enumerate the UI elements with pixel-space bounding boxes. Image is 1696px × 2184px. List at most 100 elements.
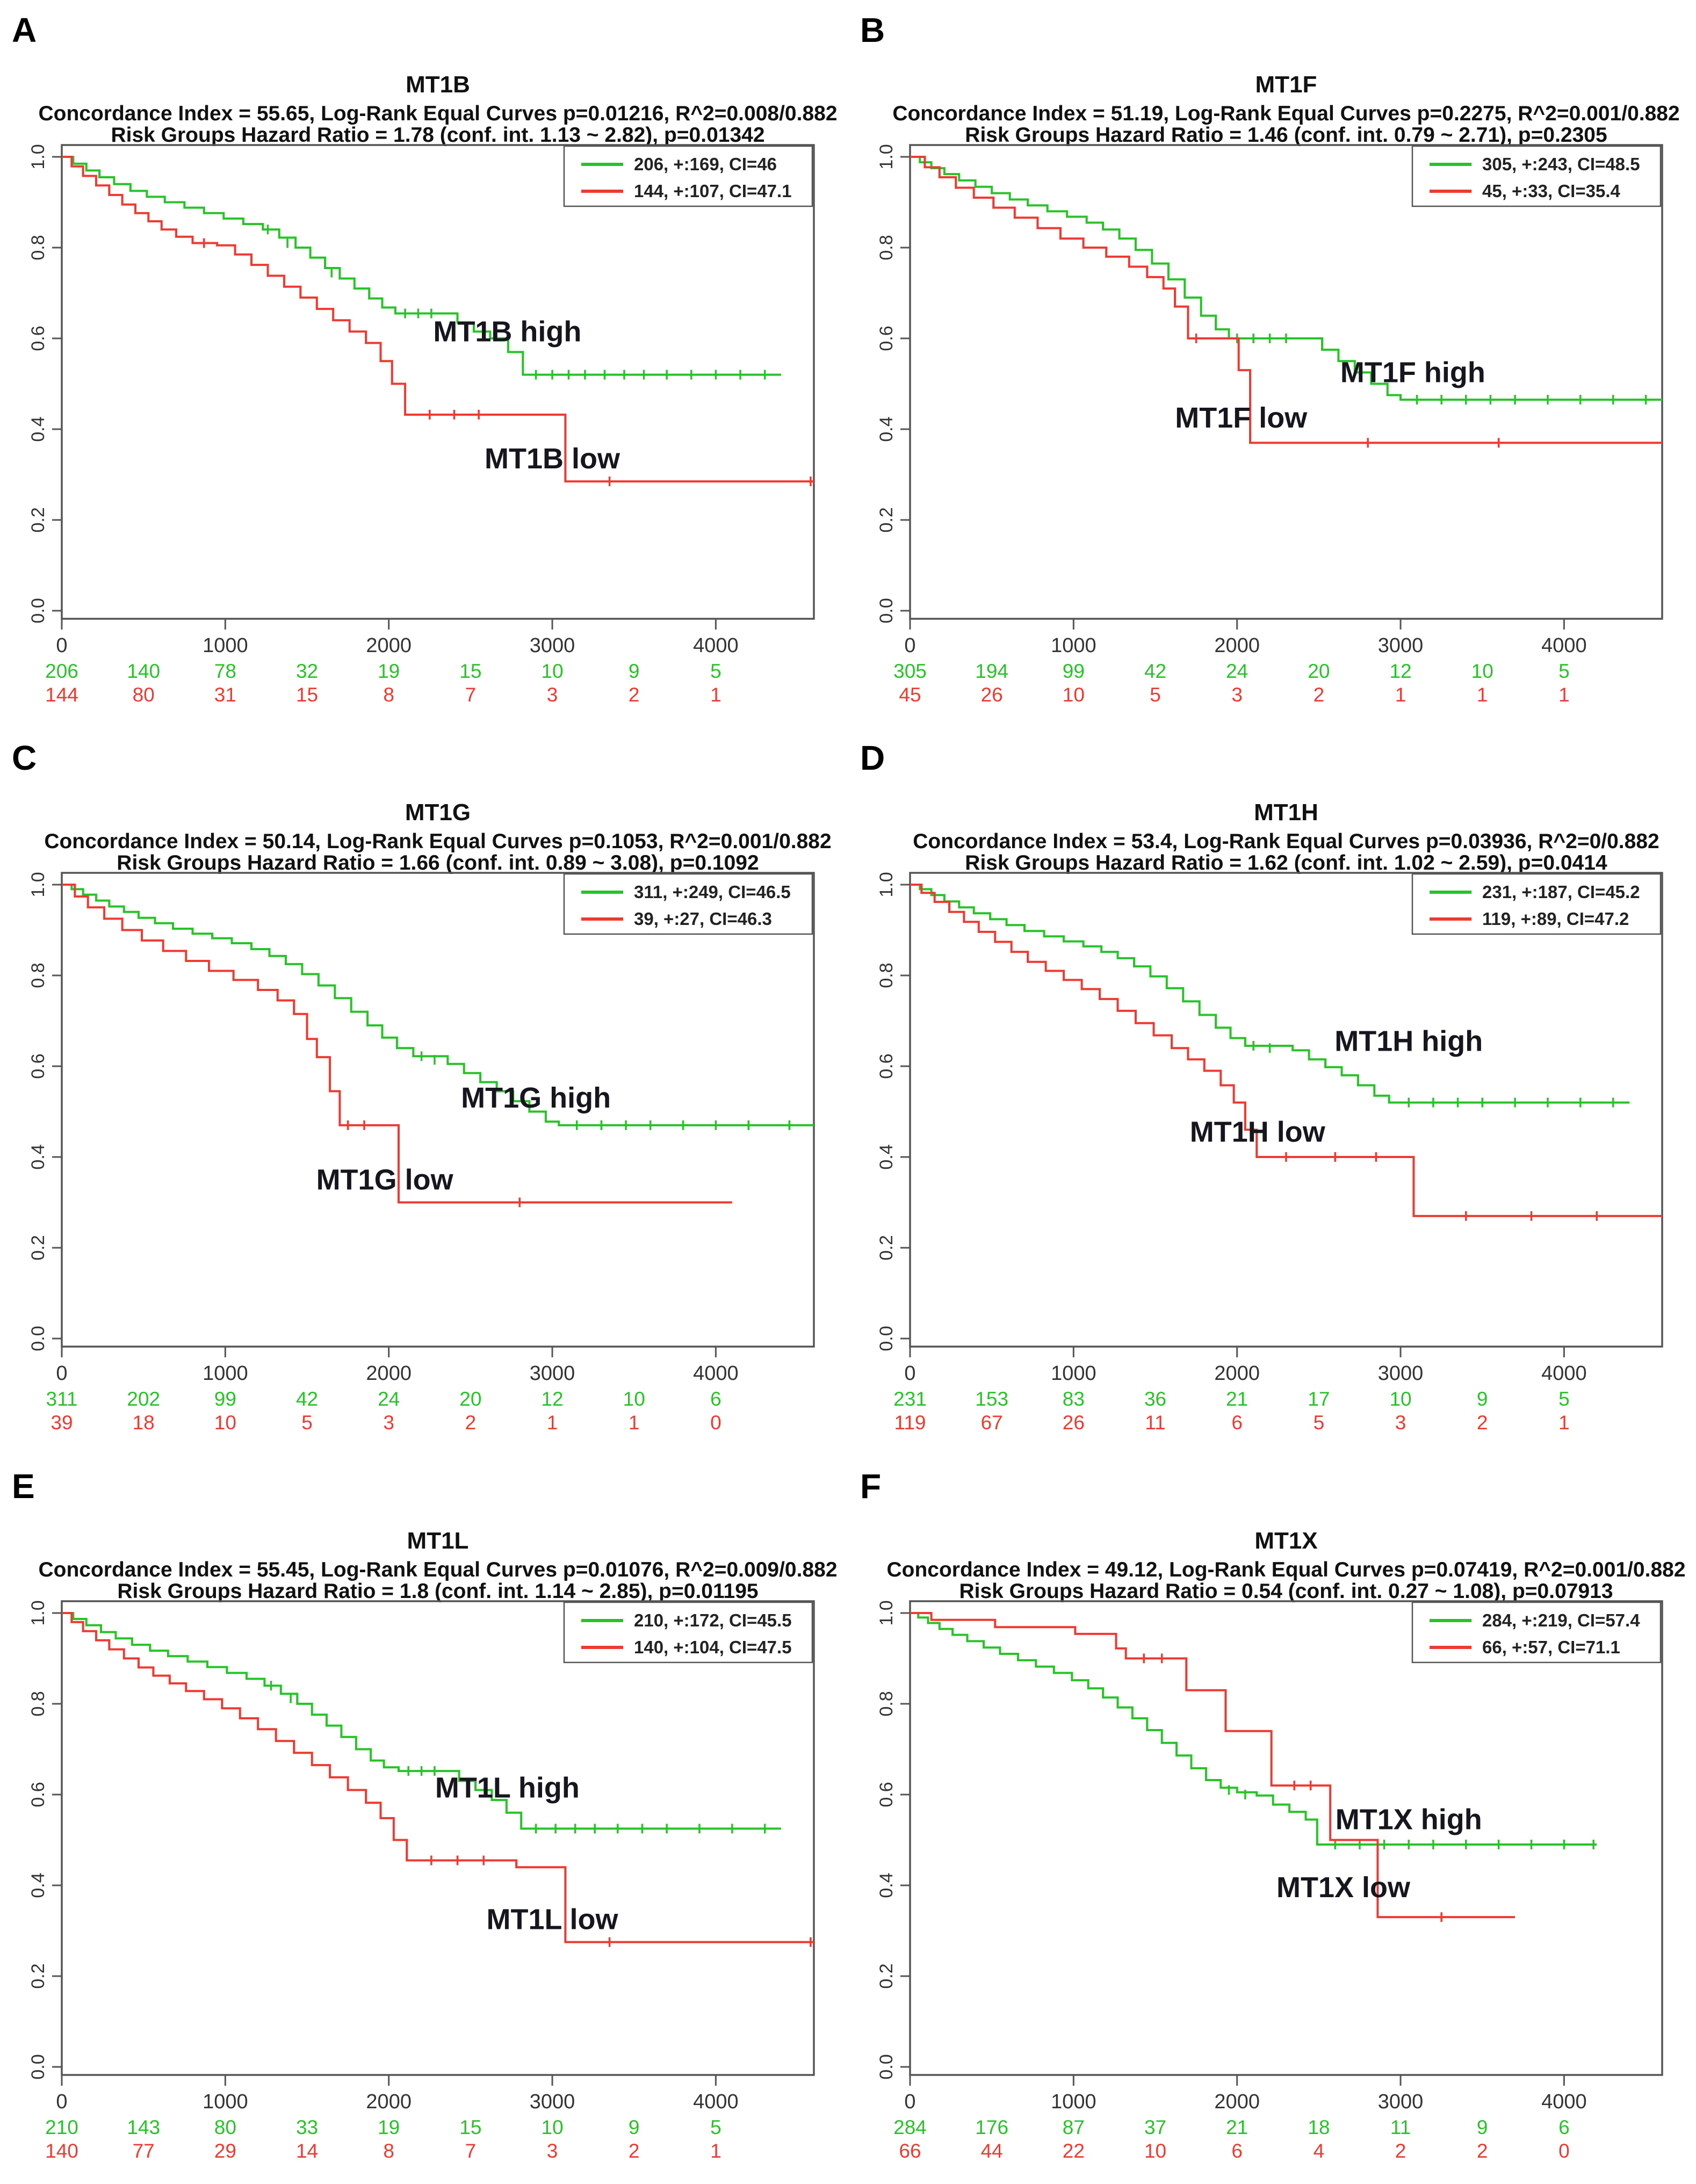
risk-count-low: 31 — [214, 684, 236, 706]
y-tick-label: 0.2 — [28, 1235, 48, 1260]
legend-label: 210, +:172, CI=45.5 — [634, 1610, 792, 1630]
risk-count-low: 10 — [214, 1412, 236, 1434]
risk-count-high: 19 — [378, 2116, 400, 2138]
risk-count-high: 21 — [1226, 2116, 1248, 2138]
risk-count-high: 78 — [214, 660, 236, 682]
risk-count-low: 2 — [629, 2140, 640, 2162]
risk-count-high: 20 — [1308, 660, 1330, 682]
x-tick-label: 3000 — [1378, 2091, 1424, 2113]
risk-count-high: 80 — [214, 2116, 236, 2138]
panel-D: D MT1H Concordance Index = 53.4, Log-Rank … — [848, 728, 1696, 1456]
plot-box — [61, 872, 815, 1348]
risk-count-high: 10 — [623, 1388, 645, 1410]
x-tick-label: 3000 — [530, 634, 575, 657]
risk-count-low: 29 — [214, 2140, 236, 2162]
risk-count-low: 1 — [1477, 684, 1488, 706]
risk-count-high: 12 — [1389, 660, 1411, 682]
risk-count-high: 206 — [45, 660, 78, 682]
legend-label: 140, +:104, CI=47.5 — [634, 1637, 792, 1657]
y-tick-label: 0.0 — [28, 2054, 48, 2079]
legend-box — [563, 145, 813, 207]
risk-count-high: 9 — [1477, 1388, 1488, 1410]
risk-count-high: 24 — [378, 1388, 400, 1410]
risk-count-high: 10 — [1471, 660, 1493, 682]
km-plot-A: A MT1B Concordance Index = 55.65, Log-Rank… — [12, 11, 838, 706]
risk-count-high: 9 — [629, 2116, 640, 2138]
risk-count-low: 1 — [1558, 1412, 1570, 1434]
panel-B: B MT1F Concordance Index = 51.19, Log-Rank… — [848, 0, 1696, 728]
x-tick-label: 2000 — [1214, 634, 1260, 657]
risk-count-low: 1 — [710, 684, 721, 706]
risk-count-high: 99 — [214, 1388, 236, 1410]
risk-count-low: 4 — [1314, 2140, 1325, 2162]
risk-count-high: 36 — [1144, 1388, 1166, 1410]
km-curve-high — [62, 156, 782, 376]
risk-count-low: 10 — [1144, 2140, 1166, 2162]
risk-count-low: 18 — [133, 1412, 155, 1434]
risk-count-high: 284 — [893, 2116, 927, 2138]
panel-title: MT1B — [406, 71, 470, 98]
risk-count-low: 80 — [133, 684, 155, 706]
x-tick-label: 2000 — [366, 634, 412, 657]
risk-count-high: 231 — [893, 1388, 927, 1410]
risk-count-low: 144 — [45, 684, 78, 706]
risk-count-high: 305 — [893, 660, 927, 682]
legend-box — [563, 1601, 813, 1664]
panel-letter: E — [12, 1467, 35, 1506]
y-tick-label: 0.0 — [876, 598, 897, 623]
risk-count-low: 0 — [710, 1412, 721, 1434]
risk-count-high: 311 — [46, 1388, 78, 1410]
risk-count-high: 42 — [296, 1388, 318, 1410]
x-tick-label: 3000 — [530, 2091, 575, 2113]
risk-count-low: 6 — [1231, 2140, 1243, 2162]
curve-label-low: MT1G low — [316, 1163, 454, 1196]
curve-label-low: MT1B low — [485, 443, 620, 475]
risk-count-low: 2 — [1477, 2140, 1488, 2162]
x-tick-label: 1000 — [1051, 1362, 1096, 1385]
legend-box — [1411, 873, 1662, 935]
risk-count-high: 20 — [459, 1388, 481, 1410]
risk-count-low: 66 — [899, 2140, 921, 2162]
risk-count-high: 176 — [975, 2116, 1008, 2138]
legend-label: 206, +:169, CI=46 — [634, 154, 777, 174]
risk-count-high: 24 — [1226, 660, 1248, 682]
legend-label: 305, +:243, CI=48.5 — [1482, 154, 1640, 174]
y-tick-label: 0.0 — [876, 2054, 897, 2079]
risk-count-low: 140 — [45, 2140, 78, 2162]
y-tick-label: 0.4 — [876, 1144, 897, 1169]
km-curve-high — [910, 1612, 1597, 1846]
legend-box — [1411, 1601, 1662, 1664]
risk-count-low: 3 — [547, 684, 558, 706]
y-tick-label: 0.2 — [876, 507, 897, 532]
stats-line-1: Concordance Index = 53.4, Log-Rank Equal… — [913, 830, 1659, 853]
risk-count-low: 26 — [981, 684, 1003, 706]
curve-label-low: MT1H low — [1190, 1116, 1326, 1148]
risk-count-low: 5 — [1150, 684, 1161, 706]
risk-count-low: 2 — [465, 1412, 477, 1434]
risk-count-high: 5 — [710, 2116, 721, 2138]
risk-count-high: 194 — [975, 660, 1008, 682]
risk-count-high: 18 — [1308, 2116, 1330, 2138]
y-tick-label: 0.4 — [28, 416, 48, 442]
risk-count-low: 11 — [1145, 1412, 1165, 1434]
x-tick-label: 0 — [56, 634, 67, 657]
risk-count-low: 2 — [1395, 2140, 1406, 2162]
y-tick-label: 1.0 — [28, 144, 48, 169]
risk-count-low: 2 — [629, 684, 640, 706]
risk-count-low: 8 — [383, 2140, 394, 2162]
plot-box — [909, 1600, 1663, 2076]
km-plot-D: D MT1H Concordance Index = 53.4, Log-Rank … — [860, 739, 1663, 1434]
x-tick-label: 4000 — [693, 1362, 739, 1385]
y-tick-label: 0.0 — [28, 1326, 48, 1351]
risk-count-high: 83 — [1063, 1388, 1085, 1410]
x-tick-label: 2000 — [1214, 2091, 1260, 2113]
risk-count-low: 10 — [1063, 684, 1085, 706]
x-tick-label: 2000 — [1214, 1362, 1260, 1385]
y-tick-label: 0.6 — [28, 1053, 48, 1079]
plot-box — [909, 872, 1663, 1348]
risk-count-low: 44 — [981, 2140, 1003, 2162]
x-tick-label: 1000 — [1051, 634, 1096, 657]
risk-count-low: 1 — [547, 1412, 558, 1434]
curve-label-low: MT1X low — [1276, 1871, 1411, 1904]
risk-count-low: 3 — [1395, 1412, 1406, 1434]
